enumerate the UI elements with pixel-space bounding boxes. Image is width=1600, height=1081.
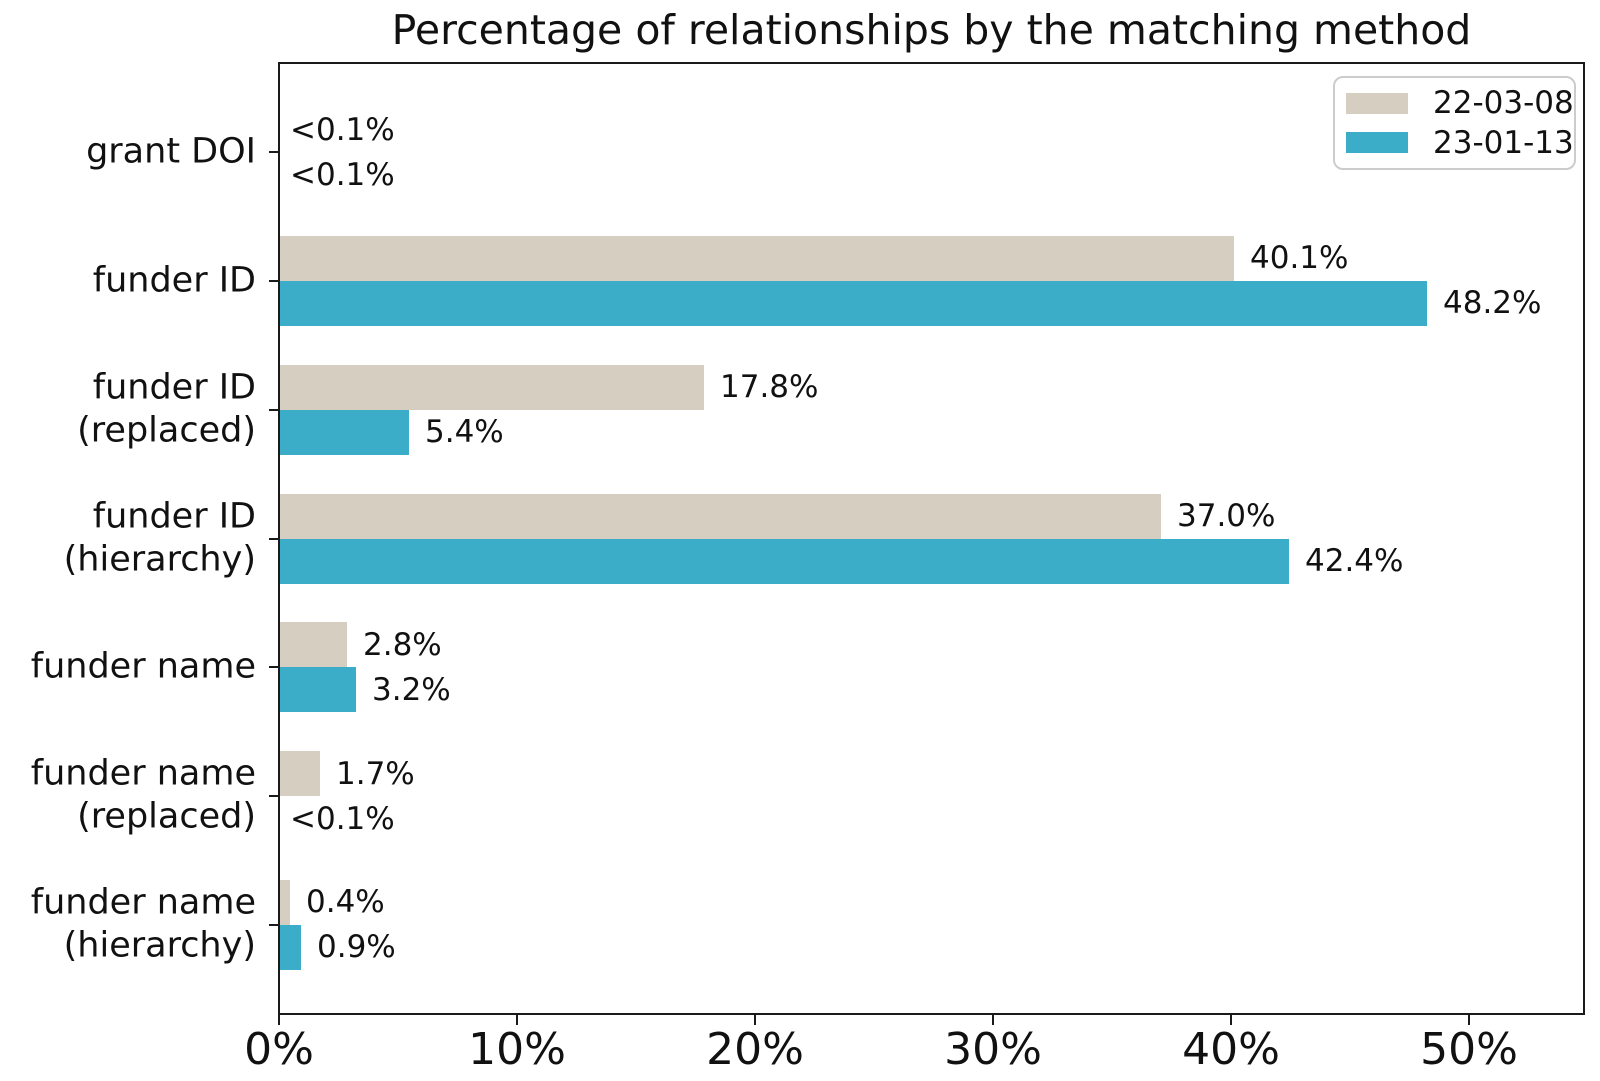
- bar-22-03-08-funder-ID-(hierarchy): [280, 493, 1161, 539]
- bar-value-label: 1.7%: [336, 755, 415, 792]
- x-tick-mark: [754, 1015, 756, 1025]
- y-tick-label: funder ID: [92, 260, 256, 301]
- x-tick-label: 10%: [468, 1024, 566, 1075]
- legend-item-22-03-08: 22-03-08: [1335, 85, 1574, 121]
- x-tick-label: 40%: [1182, 1024, 1280, 1075]
- x-tick-mark: [1468, 1015, 1470, 1025]
- legend-label-series-1: 22-03-08: [1433, 85, 1574, 122]
- bar-value-label: 0.4%: [306, 884, 385, 921]
- bar-23-01-13-funder-ID-(hierarchy): [280, 538, 1289, 584]
- y-tick-label: funder name: [30, 646, 256, 687]
- y-tick-mark: [269, 151, 278, 154]
- bar-22-03-08-funder-ID: [280, 235, 1234, 281]
- y-tick-label: funder ID (hierarchy): [63, 496, 256, 580]
- bar-value-label: 48.2%: [1443, 285, 1542, 322]
- bar-23-01-13-funder-ID-(replaced): [280, 409, 409, 455]
- plot-area: <0.1% <0.1% 40.1% 48.2% 17.8% 5.4% 37.0% 42.4% 2…: [278, 62, 1585, 1015]
- bar-22-03-08-funder-name-(replaced): [280, 751, 320, 797]
- x-tick-mark: [992, 1015, 994, 1025]
- y-tick-mark: [269, 279, 278, 282]
- bar-value-label: <0.1%: [290, 800, 395, 837]
- bar-23-01-13-funder-name-(hierarchy): [280, 924, 301, 970]
- legend-swatch-series-1: [1346, 92, 1408, 114]
- legend-item-23-01-13: 23-01-13: [1335, 125, 1574, 161]
- bar-value-label: 42.4%: [1305, 543, 1404, 579]
- bar-22-03-08-funder-name: [280, 622, 347, 668]
- y-tick-mark: [269, 666, 278, 669]
- bar-value-label: 3.2%: [372, 671, 451, 708]
- bar-value-label: 0.9%: [317, 929, 396, 966]
- y-tick-label: funder name (replaced): [30, 753, 256, 838]
- y-tick-label: funder ID (replaced): [77, 367, 256, 451]
- x-tick-label: 0%: [244, 1024, 314, 1075]
- y-tick-mark: [269, 537, 278, 540]
- bar-value-label: 2.8%: [363, 626, 442, 663]
- y-tick-label: funder name (hierarchy): [30, 882, 256, 966]
- bar-22-03-08-funder-name-(hierarchy): [280, 879, 290, 925]
- legend: 22-03-08 23-01-13: [1333, 76, 1576, 170]
- x-tick-label: 20%: [706, 1024, 804, 1075]
- x-tick-mark: [278, 1015, 280, 1025]
- x-tick-mark: [1230, 1015, 1232, 1025]
- bar-23-01-13-funder-ID: [280, 280, 1427, 326]
- chart-title: Percentage of relationships by the match…: [391, 6, 1472, 54]
- y-tick-mark: [269, 408, 278, 411]
- x-tick-label: 50%: [1420, 1024, 1518, 1075]
- bar-value-label: 40.1%: [1250, 240, 1349, 277]
- bar-value-label: 5.4%: [425, 414, 504, 451]
- x-tick-mark: [516, 1015, 518, 1025]
- bar-22-03-08-funder-ID-(replaced): [280, 364, 704, 410]
- legend-label-series-2: 23-01-13: [1433, 124, 1574, 161]
- y-tick-mark: [269, 795, 278, 798]
- bar-23-01-13-funder-name: [280, 667, 356, 713]
- bar-value-label: <0.1%: [290, 111, 395, 148]
- bar-value-label: 17.8%: [720, 369, 819, 406]
- legend-swatch-series-2: [1346, 132, 1408, 154]
- x-tick-label: 30%: [944, 1024, 1042, 1075]
- bar-value-label: 37.0%: [1177, 498, 1276, 534]
- y-tick-mark: [269, 923, 278, 926]
- y-tick-label: grant DOI: [86, 131, 256, 172]
- bar-value-label: <0.1%: [290, 156, 395, 193]
